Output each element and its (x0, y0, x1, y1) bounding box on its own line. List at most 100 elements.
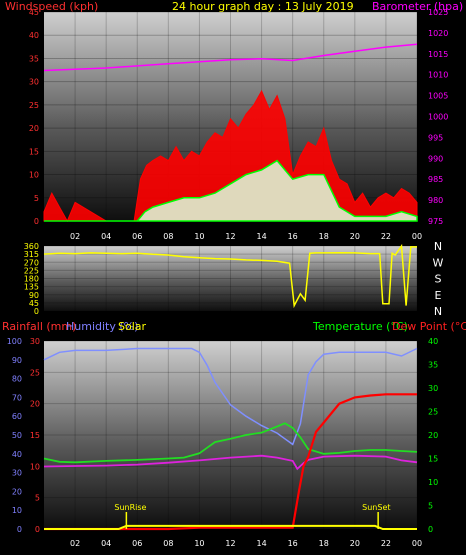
time-tick-label: 02 (70, 232, 80, 241)
rain-tick-label: 15 (30, 431, 40, 440)
rain-tick-label: 20 (30, 400, 40, 409)
wind-tick-label: 40 (29, 31, 39, 40)
rain-tick-label: 10 (30, 462, 40, 471)
wind-axis-title: Windspeed (kph) (5, 0, 98, 13)
time-tick-label: 18 (319, 539, 329, 548)
time-tick-label: 06 (132, 539, 142, 548)
time-tick-label: 04 (101, 232, 111, 241)
barometer-tick-label: 990 (428, 154, 443, 163)
temperature-tick-label: 0 (428, 525, 433, 534)
solar-label: Solar (118, 320, 147, 333)
rain-tick-label: 30 (30, 337, 40, 346)
barometer-tick-label: 1025 (428, 8, 448, 17)
barometer-tick-label: 980 (428, 196, 443, 205)
dewpoint-series (43, 454, 418, 471)
rain-tick-label: 0 (35, 525, 40, 534)
sunrise-label: SunRise (114, 503, 146, 512)
dewpoint-axis-title: Dew Point (°C) (392, 320, 466, 333)
annotations: SunRise SunSet (114, 503, 391, 529)
time-tick-label: 08 (163, 232, 173, 241)
humidity-tick-label: 40 (12, 450, 22, 459)
wind-tick-label: 0 (34, 217, 39, 226)
time-tick-label: 06 (132, 232, 142, 241)
compass-label: N (434, 240, 442, 253)
time-tick-label: 10 (194, 232, 204, 241)
barometer-tick-label: 985 (428, 175, 443, 184)
time-tick-label: 08 (163, 539, 173, 548)
direction-plot-background (44, 246, 417, 311)
humidity-axis-title: Humidity (%) (66, 320, 138, 333)
solar-series (44, 524, 417, 530)
temperature-plot-background (44, 341, 417, 529)
direction-tick-label: 0 (34, 307, 39, 316)
time-tick-label: 22 (381, 539, 391, 548)
rainfall-series (44, 393, 417, 531)
barometer-tick-label: 1000 (428, 113, 448, 122)
humidity-tick-label: 50 (12, 431, 22, 440)
direction-tick-label: 135 (24, 283, 39, 292)
time-tick-label: 14 (256, 232, 266, 241)
direction-tick-label: 315 (24, 250, 39, 259)
sunset-label: SunSet (362, 503, 390, 512)
data-series (43, 43, 418, 531)
humidity-tick-label: 10 (12, 506, 22, 515)
wind-tick-label: 30 (29, 78, 39, 87)
compass-label: E (435, 289, 442, 302)
temperature-tick-label: 15 (428, 455, 438, 464)
temperature-tick-label: 10 (428, 478, 438, 487)
humidity-tick-label: 60 (12, 412, 22, 421)
temperature-axis-title: Temperature (°C) (312, 320, 408, 333)
barometer-axis-title: Barometer (hpa) (372, 0, 463, 13)
time-tick-label: 20 (350, 539, 360, 548)
temperature-series (43, 422, 418, 464)
humidity-tick-label: 90 (12, 356, 22, 365)
time-tick-label: 04 (101, 539, 111, 548)
direction-tick-label: 90 (29, 291, 39, 300)
barometer-tick-label: 1010 (428, 71, 448, 80)
humidity-tick-label: 30 (12, 469, 22, 478)
direction-tick-label: 225 (24, 266, 39, 275)
direction-tick-label: 270 (24, 258, 39, 267)
temperature-tick-label: 5 (428, 502, 433, 511)
temperature-tick-label: 25 (428, 408, 438, 417)
time-tick-label: 16 (288, 539, 298, 548)
wind-tick-label: 25 (29, 101, 39, 110)
rain-tick-label: 5 (35, 494, 40, 503)
barometer-tick-label: 975 (428, 217, 443, 226)
wind-tick-label: 35 (29, 54, 39, 63)
humidity-tick-label: 80 (12, 375, 22, 384)
direction-tick-label: 360 (24, 242, 39, 251)
wind-tick-label: 20 (29, 124, 39, 133)
wind-tick-label: 10 (29, 171, 39, 180)
barometer-tick-label: 1020 (428, 29, 448, 38)
average-wind-series (44, 159, 418, 222)
compass-label: N (434, 305, 442, 318)
barometer-tick-label: 995 (428, 133, 443, 142)
temperature-tick-label: 30 (428, 384, 438, 393)
temperature-tick-label: 40 (428, 337, 438, 346)
time-tick-label: 00 (412, 539, 422, 548)
wind-tick-label: 45 (29, 8, 39, 17)
humidity-tick-label: 20 (12, 487, 22, 496)
time-tick-label: 10 (194, 539, 204, 548)
time-tick-label: 02 (70, 539, 80, 548)
wind-tick-label: 5 (34, 194, 39, 203)
time-tick-label: 18 (319, 232, 329, 241)
chart-title: 24 hour graph day : 13 July 2019 (172, 0, 354, 13)
humidity-tick-label: 70 (12, 393, 22, 402)
wind-direction-series (43, 243, 417, 309)
temperature-tick-label: 35 (428, 361, 438, 370)
compass-label: S (435, 273, 442, 286)
time-tick-label: 16 (288, 232, 298, 241)
humidity-tick-label: 100 (7, 337, 22, 346)
axis-ticks: 0510152025303540459759809859909951000100… (7, 8, 449, 548)
barometer-tick-label: 1015 (428, 50, 448, 59)
time-tick-label: 20 (350, 232, 360, 241)
time-tick-label: 22 (381, 232, 391, 241)
direction-tick-label: 180 (24, 275, 39, 284)
time-tick-label: 12 (225, 232, 235, 241)
barometer-tick-label: 1005 (428, 92, 448, 101)
temperature-tick-label: 20 (428, 431, 438, 440)
time-tick-label: 14 (256, 539, 266, 548)
